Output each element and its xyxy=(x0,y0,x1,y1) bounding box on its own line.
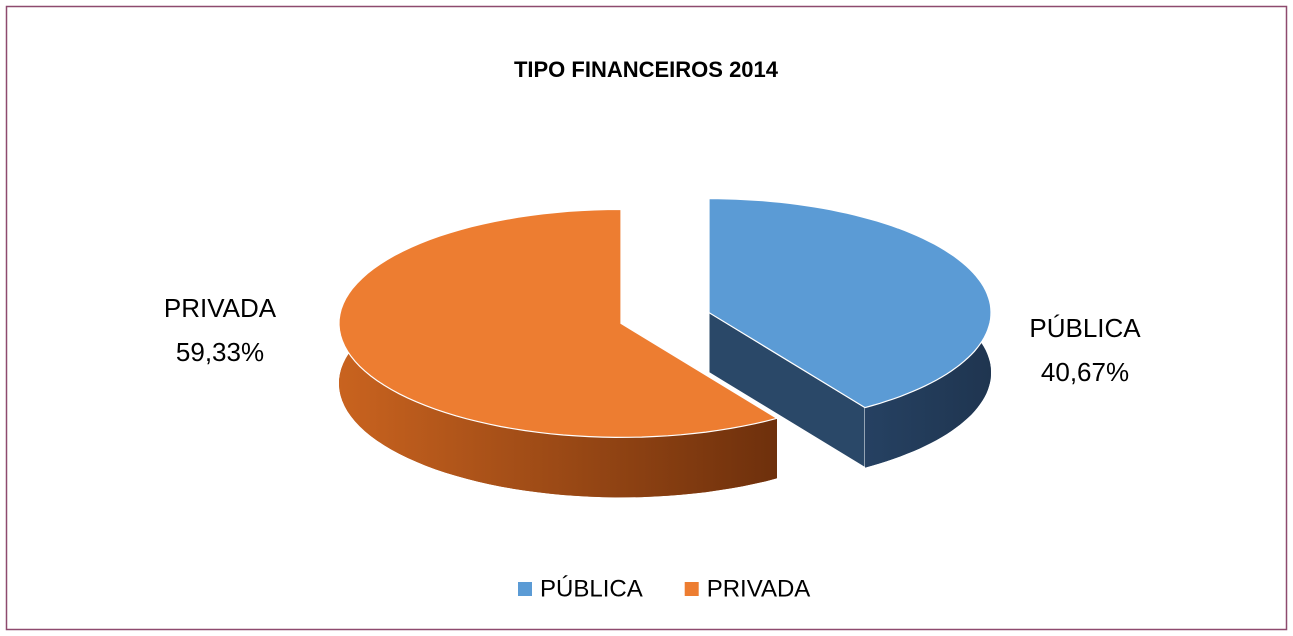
chart-border xyxy=(5,5,1288,631)
legend-label: PÚBLICA xyxy=(540,575,643,602)
chart-title: TIPO FINANCEIROS 2014 xyxy=(514,57,779,82)
slice-top xyxy=(708,197,992,409)
data-label: PRIVADA 59,33% xyxy=(164,293,277,367)
data-label-value: 40,67% xyxy=(1041,357,1129,387)
legend-label: PRIVADA xyxy=(707,575,811,602)
data-label-value: 59,33% xyxy=(176,337,264,367)
slice xyxy=(338,208,779,498)
legend-swatch xyxy=(518,582,532,596)
data-label: PÚBLICA 40,67% xyxy=(1029,313,1141,387)
data-label-category: PRIVADA xyxy=(164,293,277,323)
legend-swatch xyxy=(684,582,699,596)
slice-top xyxy=(338,208,779,439)
slice xyxy=(708,197,992,469)
data-label-category: PÚBLICA xyxy=(1029,313,1141,343)
